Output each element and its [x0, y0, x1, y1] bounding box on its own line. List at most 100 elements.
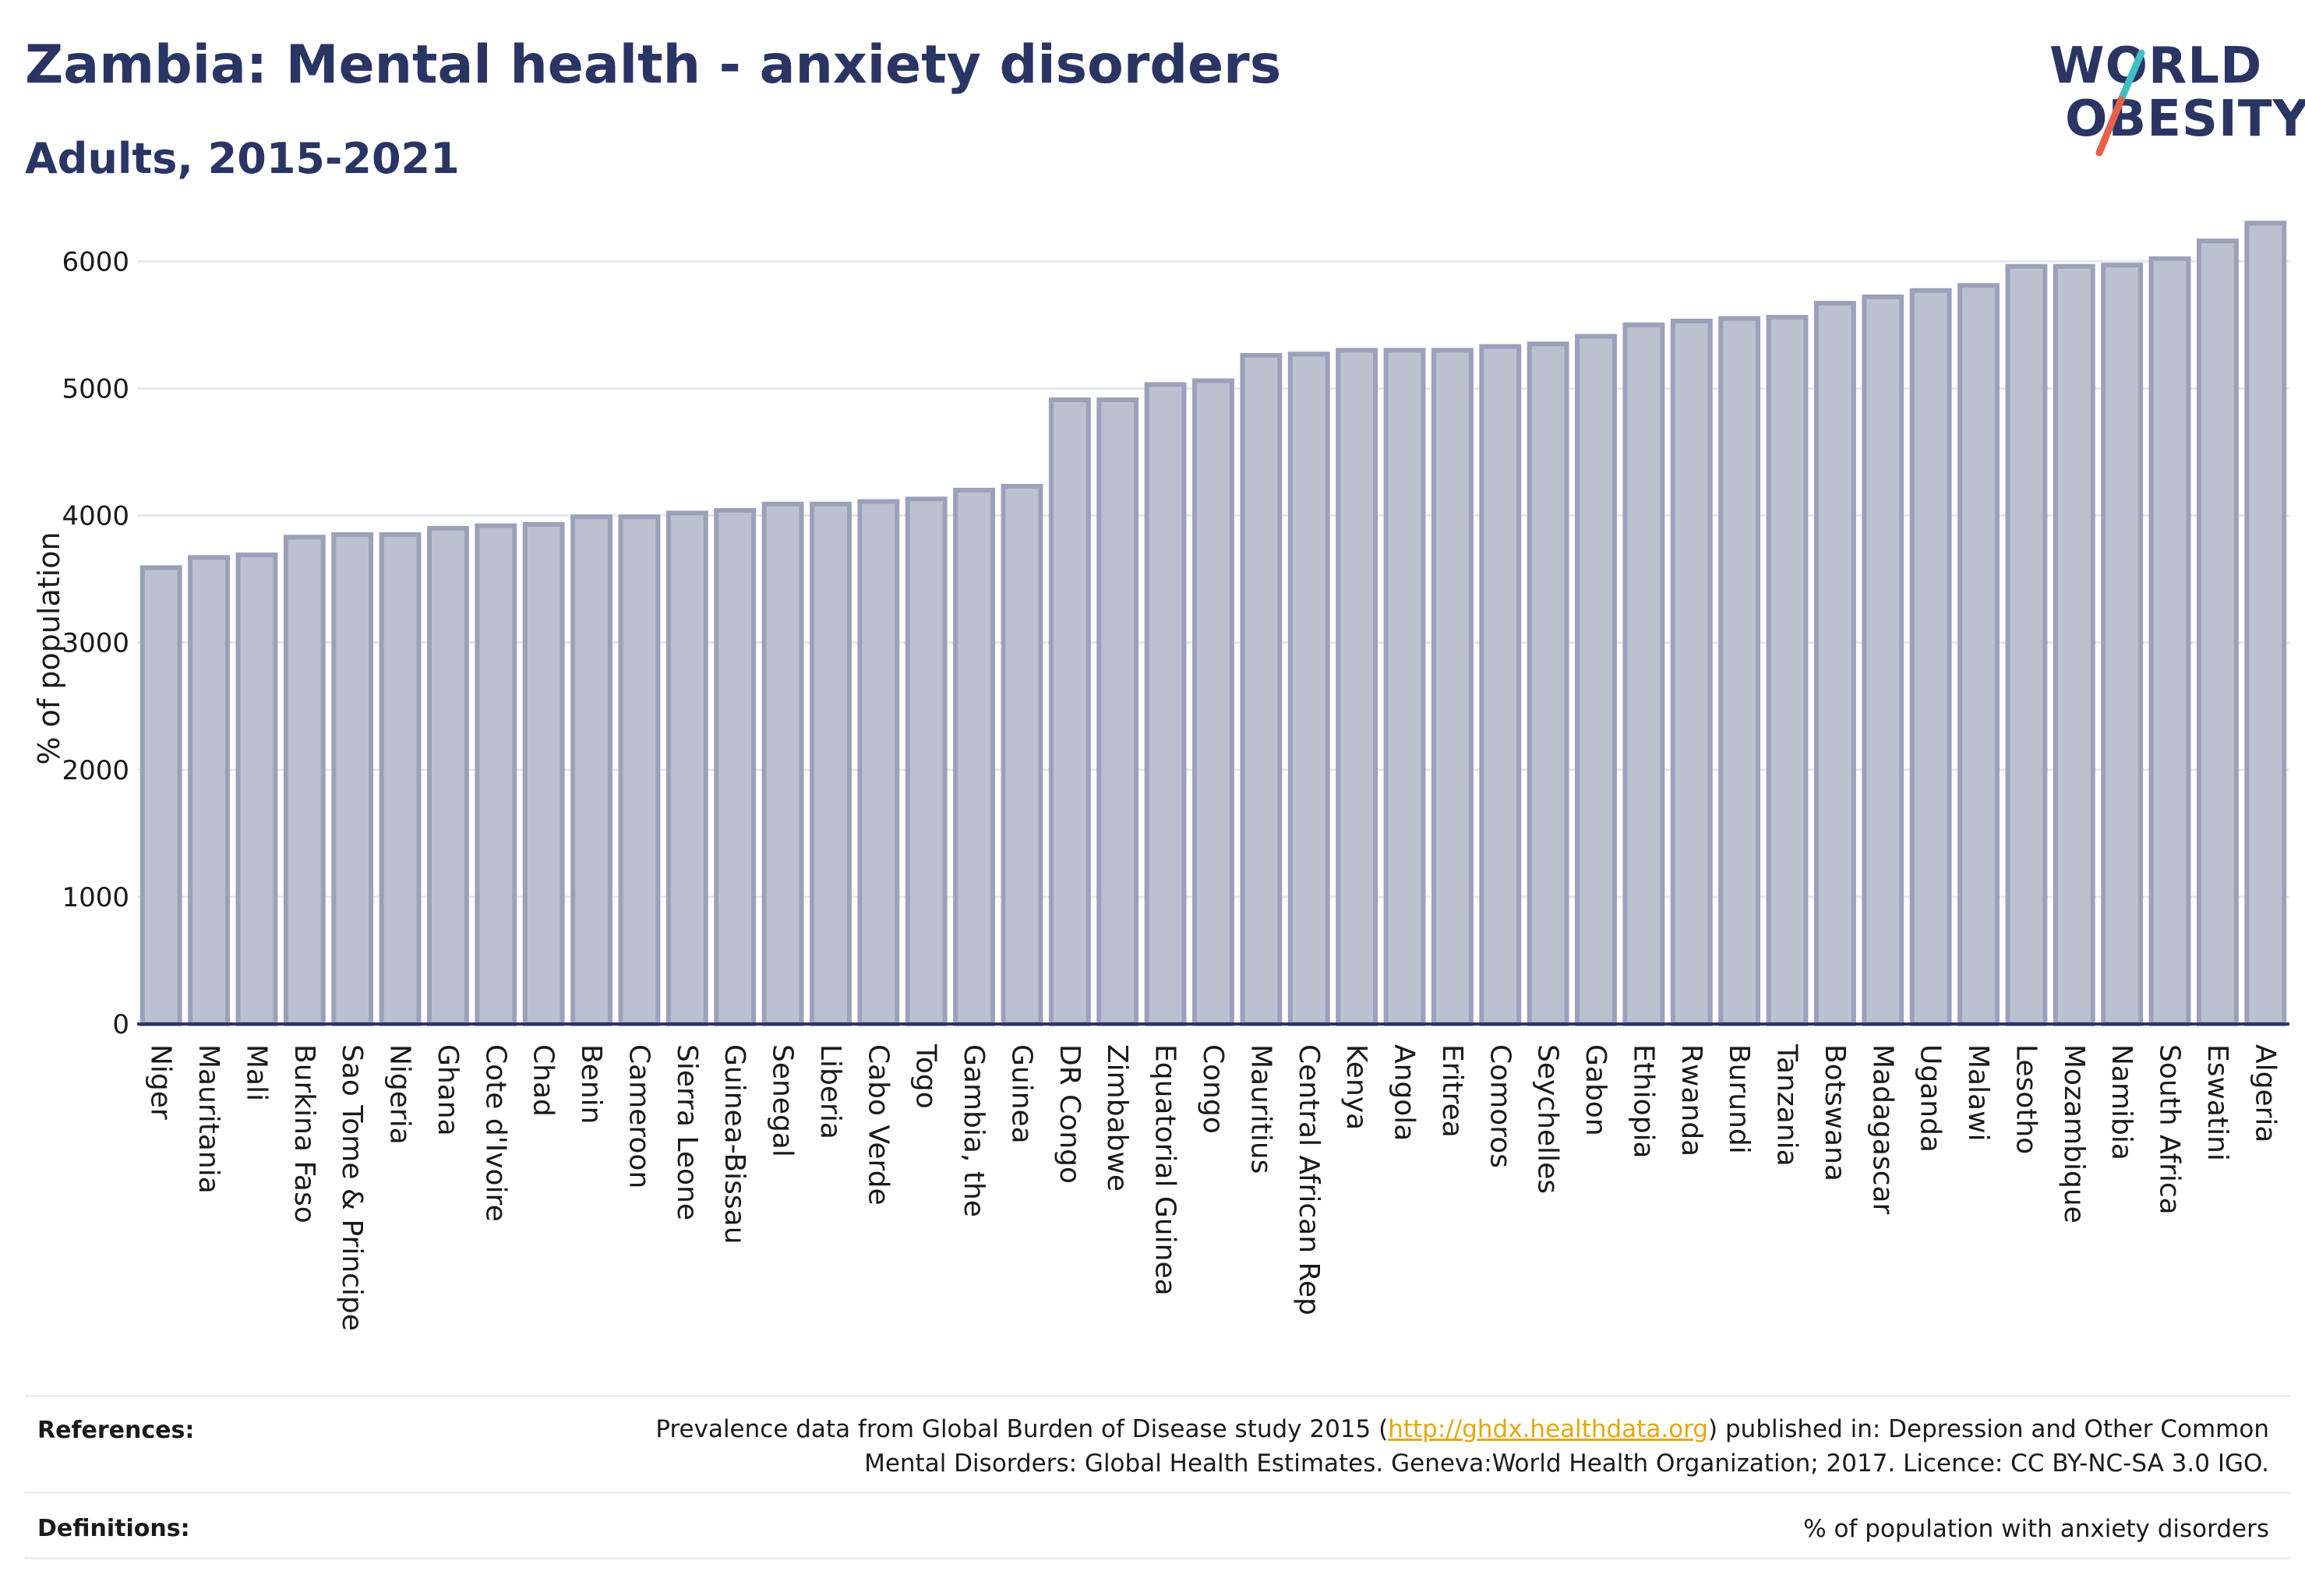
bar	[857, 499, 900, 1026]
references-label: References:	[37, 1417, 195, 1444]
x-tick-label: Ethiopia	[1627, 1044, 1659, 1159]
x-tick-label: Congo	[1197, 1044, 1229, 1134]
y-tick-labels: 0 1000 2000 3000 4000 5000 6000	[62, 246, 129, 1040]
bars	[139, 221, 2287, 1027]
page-title: Zambia: Mental health - anxiety disorder…	[25, 34, 1282, 96]
x-tick-label: Burundi	[1723, 1044, 1755, 1154]
bar	[1622, 322, 1665, 1026]
bar	[1287, 351, 1330, 1027]
bar	[1192, 378, 1234, 1026]
bar	[1479, 344, 1522, 1026]
x-tick-label: Eritrea	[1436, 1044, 1468, 1138]
bar	[761, 501, 804, 1027]
x-tick-label: Ghana	[432, 1044, 464, 1136]
definitions-divider-bottom	[25, 1557, 2291, 1559]
bar	[1575, 334, 1617, 1026]
references-text: Prevalence data from Global Burden of Di…	[655, 1412, 2269, 1481]
bar	[618, 514, 661, 1027]
world-obesity-logo: WORLD OBESITY	[2034, 22, 2305, 162]
x-tick-label: Benin	[575, 1044, 607, 1124]
definitions-divider-top	[25, 1492, 2291, 1494]
x-tick-label: Liberia	[814, 1044, 846, 1139]
references-line-1: Prevalence data from Global Burden of Di…	[655, 1412, 2269, 1446]
bar	[2053, 263, 2095, 1026]
bar	[1766, 315, 1809, 1026]
x-tick-label: Botswana	[1819, 1044, 1851, 1181]
bar	[1383, 348, 1426, 1026]
bar	[283, 535, 326, 1026]
logo-line-1: WORLD	[2049, 37, 2263, 95]
bar	[2101, 263, 2144, 1027]
page-subtitle: Adults, 2015-2021	[25, 134, 460, 183]
references-text-after: ) published in: Depression and Other Com…	[1708, 1415, 2269, 1443]
x-tick-label: Burkina Faso	[288, 1044, 320, 1223]
x-tick-label: Togo	[910, 1043, 942, 1109]
bar	[1001, 483, 1043, 1026]
y-axis-label: % of population	[32, 531, 66, 764]
x-tick-label: Mozambique	[2058, 1044, 2090, 1223]
bar	[1862, 294, 1904, 1027]
bar	[665, 510, 708, 1026]
bar	[2196, 238, 2239, 1026]
bar	[905, 496, 948, 1026]
x-tick-label: Lesotho	[2010, 1044, 2042, 1154]
x-tick-label: Algeria	[2249, 1044, 2281, 1143]
x-tick-label: Equatorial Guinea	[1149, 1044, 1181, 1296]
x-tick-label: Mali	[240, 1044, 272, 1101]
x-tick-label: Gambia, the	[958, 1044, 990, 1217]
y-tick-label: 6000	[62, 246, 129, 277]
bar	[1240, 352, 1283, 1026]
bar	[1813, 301, 1856, 1027]
bar	[235, 553, 278, 1027]
bar	[1431, 348, 1474, 1026]
bar	[1096, 397, 1139, 1026]
bar	[2005, 263, 2048, 1026]
definitions-label: Definitions:	[37, 1515, 190, 1542]
bar	[379, 531, 422, 1026]
bar	[522, 521, 565, 1026]
x-tick-label: Cabo Verde	[862, 1044, 894, 1206]
bar	[2148, 256, 2191, 1027]
bar	[1527, 341, 1569, 1026]
x-tick-label: Gabon	[1580, 1044, 1611, 1136]
bar	[139, 565, 182, 1027]
x-tick-label: Sao Tome & Principe	[336, 1044, 368, 1331]
x-tick-label: Mauritius	[1244, 1044, 1276, 1174]
bar	[1336, 348, 1378, 1026]
x-tick-label: Eswatini	[2201, 1044, 2233, 1161]
x-tick-label: Chad	[528, 1044, 559, 1117]
x-tick-label: Rwanda	[1675, 1044, 1707, 1156]
x-tick-label: Central African Rep	[1293, 1044, 1325, 1315]
y-tick-label: 3000	[62, 628, 129, 659]
bar	[1909, 288, 1952, 1027]
x-tick-label: Madagascar	[1866, 1044, 1898, 1215]
y-tick-label: 2000	[62, 755, 129, 786]
x-tick-label: Angola	[1389, 1044, 1421, 1141]
bar	[1144, 382, 1187, 1026]
bar	[1957, 283, 2000, 1026]
x-tick-label: Senegal	[767, 1044, 799, 1157]
x-tick-label: Zimbabwe	[1101, 1044, 1133, 1192]
references-text-before: Prevalence data from Global Burden of Di…	[655, 1415, 1389, 1443]
x-tick-label: Mauritania	[192, 1044, 224, 1194]
bar	[331, 531, 374, 1026]
bar-chart: 0 1000 2000 3000 4000 5000 6000 Niger Mauritani…	[32, 221, 2289, 1331]
x-tick-label: DR Congo	[1054, 1044, 1085, 1184]
x-tick-label: Guinea	[1005, 1044, 1037, 1144]
bar	[475, 523, 517, 1026]
references-link[interactable]: http://ghdx.healthdata.org	[1388, 1415, 1709, 1443]
x-tick-label: Seychelles	[1532, 1044, 1564, 1194]
y-tick-label: 1000	[62, 882, 129, 913]
x-tick-label: Sierra Leone	[671, 1044, 703, 1220]
bar	[188, 555, 231, 1026]
definitions-text: % of population with anxiety disorders	[1803, 1515, 2269, 1543]
x-tick-label: Comoros	[1484, 1044, 1516, 1168]
y-tick-label: 0	[112, 1009, 129, 1040]
x-tick-label: Niger	[145, 1044, 177, 1120]
y-tick-label: 5000	[62, 373, 129, 404]
logo-slash-icon	[2095, 49, 2145, 157]
x-tick-label: Kenya	[1340, 1044, 1372, 1130]
bar	[2244, 221, 2287, 1026]
x-tick-label: Tanzania	[1771, 1043, 1803, 1167]
bar	[1718, 316, 1761, 1026]
